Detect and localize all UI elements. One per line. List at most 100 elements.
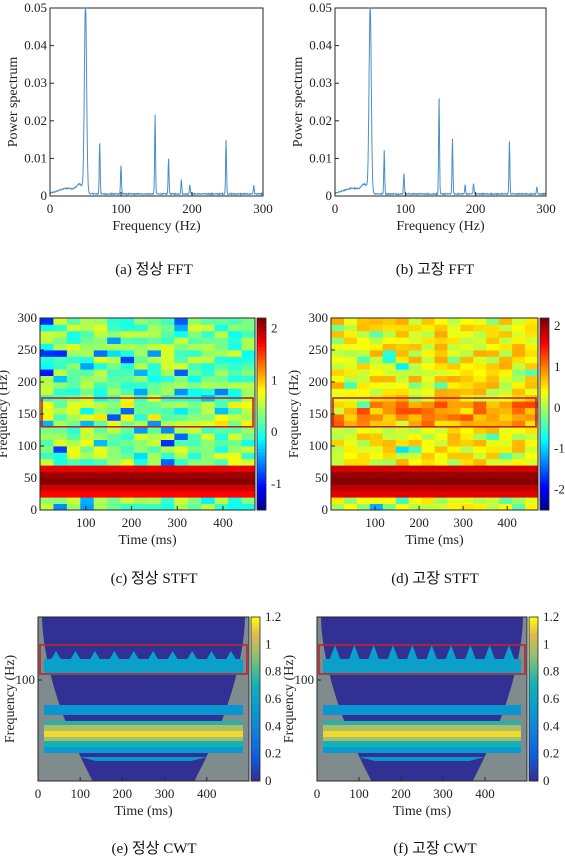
- stft-cell: [120, 401, 135, 408]
- stft-cell: [356, 356, 371, 364]
- cwt-pulse: [88, 651, 101, 661]
- colorbar-tick-label: 0.2: [265, 746, 281, 761]
- highlight-box: [332, 397, 537, 428]
- stft-cell: [421, 375, 435, 383]
- stft-cell: [382, 388, 397, 396]
- stft-cell: [174, 503, 189, 511]
- colorbar-segment: [257, 343, 266, 348]
- stft-cell: [66, 330, 81, 338]
- stft-cell: [512, 458, 526, 466]
- stft-cell: [147, 458, 162, 466]
- stft-cell: [147, 318, 162, 325]
- stft-cell: [174, 414, 189, 421]
- stft-cell: [460, 471, 474, 479]
- colorbar-segment: [529, 775, 538, 779]
- stft-cell: [40, 362, 54, 370]
- stft-cell: [512, 318, 526, 325]
- stft-cell: [160, 343, 175, 351]
- stft-cell: [134, 426, 148, 434]
- colorbar-segment: [257, 433, 266, 437]
- stft-cell: [434, 490, 448, 498]
- stft-cell: [174, 446, 189, 453]
- stft-cell: [525, 324, 539, 332]
- stft-cell: [174, 458, 189, 466]
- y-tick-label: 0.03: [309, 75, 332, 90]
- stft-cell: [369, 490, 384, 498]
- spectrum-peak: [84, 7, 87, 9]
- colorbar-segment: [529, 679, 538, 684]
- colorbar-tick-label: 0.4: [543, 718, 560, 733]
- stft-cell: [512, 452, 526, 460]
- colorbar-segment: [257, 346, 266, 351]
- stft-cell: [331, 407, 345, 415]
- stft-cell: [107, 426, 122, 434]
- colorbar-segment: [540, 458, 549, 463]
- stft-cell: [331, 330, 345, 338]
- stft-cell: [460, 388, 474, 396]
- stft-cell: [460, 324, 474, 332]
- stft-cell: [40, 330, 54, 338]
- stft-cell: [134, 337, 148, 344]
- stft-cell: [512, 478, 526, 485]
- stft-cell: [356, 503, 371, 511]
- stft-cell: [187, 490, 202, 498]
- stft-cell: [473, 420, 487, 428]
- stft-cell: [460, 490, 474, 498]
- stft-cell: [369, 478, 384, 485]
- stft-cell: [40, 497, 54, 504]
- y-tick-label: 100: [18, 438, 38, 453]
- colorbar-segment: [540, 423, 549, 428]
- stft-cell: [512, 343, 526, 351]
- stft-cell: [343, 414, 358, 421]
- highlight-box: [318, 644, 526, 675]
- stft-cell: [201, 484, 216, 492]
- stft-cell: [512, 382, 526, 389]
- stft-cell: [331, 426, 345, 434]
- stft-cell: [395, 375, 410, 383]
- stft-cell: [473, 497, 487, 504]
- stft-cell: [40, 420, 54, 428]
- stft-cell: [460, 497, 474, 504]
- stft-cell: [241, 420, 256, 428]
- stft-cell: [107, 490, 122, 498]
- colorbar-segment: [540, 330, 549, 335]
- stft-cell: [408, 426, 422, 434]
- stft-cell: [460, 350, 474, 357]
- cwt-axes-box: [37, 616, 250, 782]
- stft-cell: [343, 407, 358, 415]
- stft-cell: [460, 446, 474, 453]
- stft-cell: [395, 503, 410, 511]
- stft-cell: [201, 401, 216, 408]
- colorbar-segment: [540, 382, 549, 386]
- stft-cell: [187, 401, 202, 408]
- stft-cell: [395, 350, 410, 357]
- stft-cell: [174, 337, 189, 344]
- colorbar-segment: [540, 369, 549, 373]
- stft-cell: [395, 420, 410, 428]
- stft-cell: [214, 330, 229, 338]
- stft-cell: [107, 388, 122, 396]
- colorbar-segment: [529, 750, 538, 755]
- stft-cell: [160, 446, 175, 453]
- stft-cell: [369, 375, 384, 383]
- stft-cell: [228, 318, 242, 325]
- stft-cell: [499, 503, 513, 511]
- stft-cell: [40, 465, 54, 472]
- y-tick-label: 0.05: [309, 0, 332, 15]
- stft-cell: [214, 414, 229, 421]
- stft-cell: [408, 458, 422, 466]
- stft-cell: [356, 330, 371, 338]
- stft-cell: [408, 503, 422, 511]
- stft-cell: [174, 350, 189, 357]
- colorbar-segment: [529, 761, 538, 766]
- colorbar-segment: [529, 723, 538, 727]
- stft-cell: [369, 382, 384, 389]
- colorbar-segment: [540, 378, 549, 383]
- stft-cell: [331, 388, 345, 396]
- stft-cell: [434, 471, 448, 479]
- colorbar-segment: [257, 318, 266, 322]
- colorbar-segment: [529, 690, 538, 695]
- stft-cell: [421, 497, 435, 504]
- stft-cell: [160, 330, 175, 338]
- stft-cell: [512, 375, 526, 383]
